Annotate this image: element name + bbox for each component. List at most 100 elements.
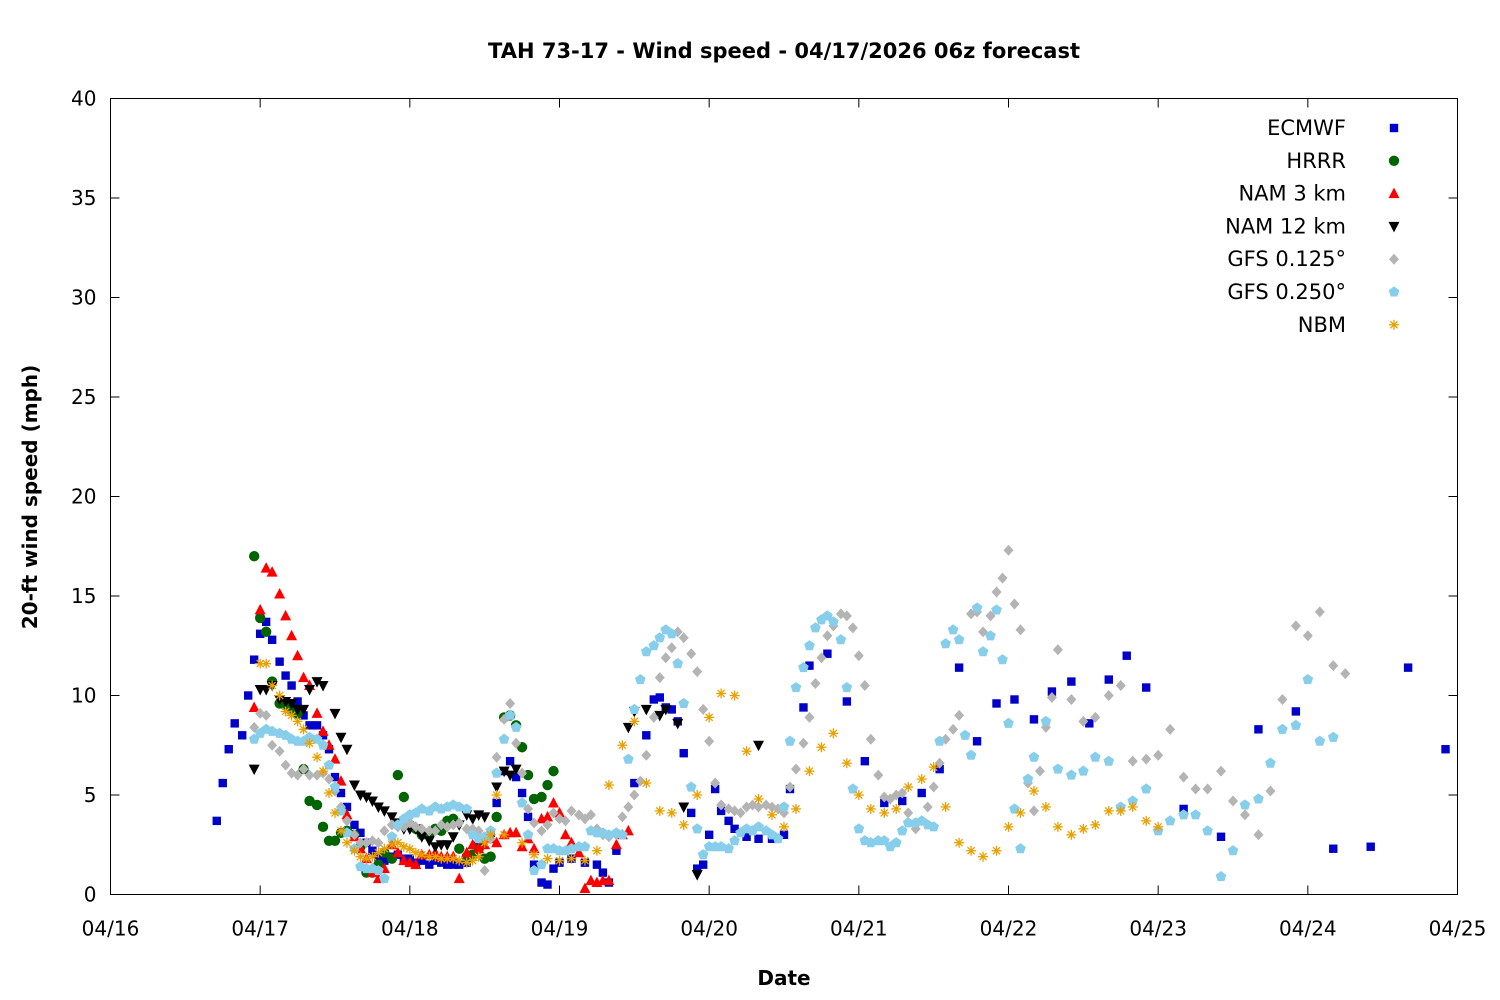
data-point: [1190, 809, 1201, 820]
data-point: [617, 811, 628, 823]
data-point: [360, 792, 372, 803]
legend-marker: [1388, 221, 1400, 233]
data-point: [429, 842, 441, 853]
data-point: [386, 831, 398, 842]
x-tick-label: 04/17: [231, 917, 289, 941]
data-point: [692, 790, 703, 800]
data-point: [292, 716, 303, 727]
data-point: [1028, 786, 1039, 797]
data-point: [991, 586, 1002, 598]
data-point: [529, 817, 540, 829]
data-point: [453, 872, 465, 884]
data-point: [1302, 630, 1313, 642]
data-point: [254, 603, 266, 615]
data-point: [348, 780, 360, 792]
data-point: [591, 845, 602, 856]
data-point: [622, 722, 634, 734]
data-point: [903, 807, 914, 819]
x-tick-label: 04/16: [82, 917, 140, 941]
data-point: [697, 849, 709, 860]
data-point: [404, 843, 415, 854]
data-point: [1015, 843, 1026, 854]
x-tick-label: 04/23: [1129, 917, 1187, 941]
data-point: [491, 836, 503, 848]
data-point: [853, 823, 865, 834]
data-point: [461, 803, 473, 814]
data-point: [799, 703, 808, 712]
data-point: [342, 802, 352, 812]
data-point: [355, 837, 366, 849]
data-point: [971, 602, 983, 613]
data-point: [947, 624, 959, 635]
data-point: [667, 705, 676, 714]
data-point: [641, 749, 652, 761]
data-point: [715, 841, 727, 852]
chart-title: TAH 73-17 - Wind speed - 04/17/2026 06z …: [488, 39, 1080, 63]
data-point: [425, 860, 434, 869]
data-point: [753, 740, 765, 752]
data-point: [729, 835, 740, 846]
legend-marker: [1389, 319, 1399, 330]
data-point: [649, 695, 658, 704]
data-point: [678, 697, 690, 708]
legend-label: NAM 3 km: [1238, 182, 1346, 206]
data-point: [1141, 815, 1152, 826]
data-points: [212, 544, 1450, 894]
data-point: [966, 845, 977, 856]
data-point: [542, 819, 553, 831]
data-point: [1104, 675, 1113, 684]
legend-marker: [1389, 253, 1399, 265]
data-point: [1103, 805, 1114, 816]
data-point: [704, 712, 715, 723]
data-point: [373, 847, 384, 858]
data-point: [517, 767, 528, 779]
data-point: [922, 801, 933, 813]
x-tick-label: 04/24: [1279, 917, 1337, 941]
data-point: [329, 708, 341, 720]
data-point: [261, 709, 272, 721]
y-tick-label: 30: [71, 286, 96, 310]
data-point: [623, 801, 634, 813]
data-point: [629, 789, 640, 801]
data-point: [810, 678, 821, 690]
data-point: [341, 744, 353, 756]
data-point: [447, 832, 459, 843]
data-point: [648, 711, 659, 723]
data-point: [678, 802, 690, 813]
data-point: [218, 778, 227, 788]
data-point: [828, 616, 839, 627]
data-point: [810, 622, 821, 633]
data-point: [991, 604, 1002, 615]
data-point: [330, 807, 340, 818]
data-point: [640, 646, 652, 657]
data-point: [549, 864, 558, 873]
data-point: [790, 803, 801, 814]
data-point: [1052, 763, 1064, 774]
data-point: [274, 588, 286, 599]
data-point: [304, 738, 315, 749]
data-point: [790, 681, 802, 693]
data-point: [1003, 544, 1014, 556]
data-point: [335, 732, 347, 744]
data-point: [928, 762, 939, 773]
data-point: [529, 860, 539, 869]
data-point: [441, 840, 453, 851]
data-point: [312, 752, 323, 763]
data-point: [648, 640, 660, 651]
data-point: [790, 763, 801, 775]
data-point: [805, 661, 814, 670]
data-point: [510, 764, 522, 776]
data-point: [629, 716, 640, 727]
data-point: [341, 827, 353, 838]
data-point: [248, 551, 260, 562]
data-point: [274, 745, 285, 757]
data-point: [317, 681, 329, 692]
y-tick-label: 0: [84, 883, 97, 907]
data-point: [329, 781, 341, 792]
data-point: [1127, 801, 1138, 812]
data-point: [723, 843, 734, 854]
data-point: [454, 855, 465, 866]
data-point: [1127, 795, 1139, 806]
data-point: [654, 710, 666, 722]
